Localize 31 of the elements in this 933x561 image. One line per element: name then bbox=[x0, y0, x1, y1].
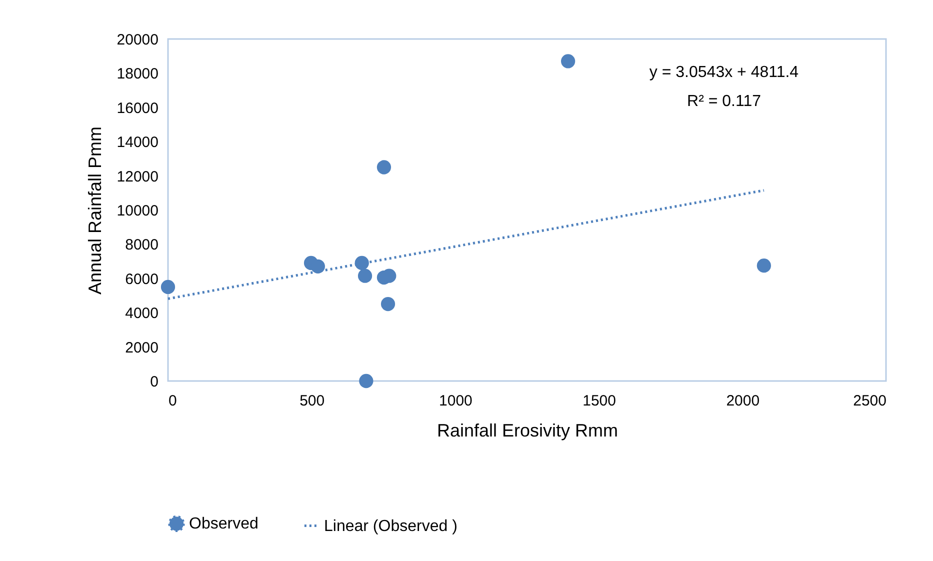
y-tick-label: 20000 bbox=[116, 32, 158, 48]
x-tick-label: 1000 bbox=[439, 392, 472, 410]
point bbox=[756, 258, 772, 273]
x-tick-label: 2000 bbox=[726, 392, 760, 410]
x-tick-label: 2500 bbox=[853, 392, 886, 410]
point bbox=[160, 280, 176, 294]
y-tick-label: 16000 bbox=[116, 100, 158, 117]
legend-label: Linear (Observed ) bbox=[324, 518, 458, 535]
point bbox=[376, 160, 392, 174]
x-tick-label: 0 bbox=[168, 392, 177, 410]
point bbox=[561, 54, 576, 68]
y-tick-label: 12000 bbox=[116, 168, 158, 186]
y-tick-label: 0 bbox=[150, 374, 158, 390]
legend-label: Observed bbox=[189, 516, 258, 533]
point bbox=[380, 296, 396, 312]
y-tick-label: 6000 bbox=[125, 270, 158, 288]
y-tick-label: 2000 bbox=[125, 339, 158, 356]
x-tick-label: 1500 bbox=[582, 392, 616, 410]
x-tick-label: 500 bbox=[300, 392, 325, 410]
annotation: y = 3.0543x + 4811.4 bbox=[649, 64, 799, 81]
x-axis-title: Rainfall Erosivity Rmm bbox=[436, 420, 618, 440]
y-tick-label: 14000 bbox=[116, 134, 158, 152]
point bbox=[358, 268, 372, 283]
y-tick-label: 10000 bbox=[116, 202, 158, 220]
y-tick-label: 4000 bbox=[125, 305, 158, 322]
point bbox=[359, 374, 374, 388]
y-tick-label: 8000 bbox=[125, 236, 158, 254]
annotation: R² = 0.117 bbox=[687, 93, 762, 110]
y-axis-title: Annual Rainfall Pmm bbox=[84, 126, 105, 295]
y-tick-label: 18000 bbox=[116, 66, 158, 83]
point bbox=[310, 259, 325, 274]
